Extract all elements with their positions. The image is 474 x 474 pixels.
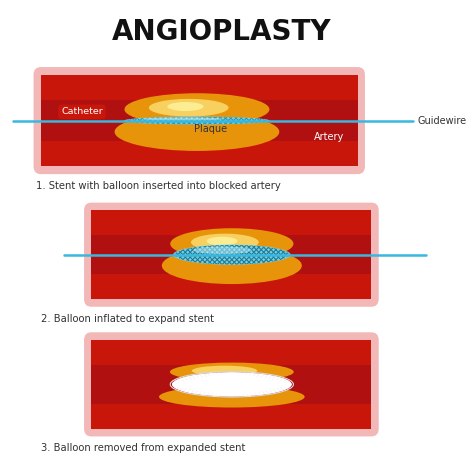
Ellipse shape (192, 365, 257, 376)
Bar (41, 75, 357, 100)
Ellipse shape (142, 118, 222, 120)
Bar (91, 210, 371, 235)
Text: Catheter: Catheter (61, 105, 101, 114)
FancyBboxPatch shape (84, 202, 379, 307)
Ellipse shape (193, 246, 252, 254)
Ellipse shape (159, 386, 305, 408)
Ellipse shape (170, 363, 294, 381)
Text: Plaque: Plaque (194, 124, 228, 134)
Ellipse shape (124, 117, 270, 125)
Bar (41, 141, 357, 166)
Ellipse shape (115, 113, 279, 151)
Ellipse shape (191, 234, 259, 251)
Text: ANGIOPLASTY: ANGIOPLASTY (112, 18, 331, 46)
Bar (91, 274, 371, 299)
Text: Catheter: Catheter (61, 107, 103, 116)
Ellipse shape (125, 93, 269, 126)
Text: Stent: Stent (202, 379, 232, 389)
Bar (91, 365, 371, 404)
Ellipse shape (162, 247, 302, 284)
Ellipse shape (170, 372, 293, 397)
Ellipse shape (170, 228, 293, 259)
Text: 1. Stent with balloon inserted into blocked artery: 1. Stent with balloon inserted into bloc… (36, 181, 281, 191)
Bar (91, 235, 371, 274)
Ellipse shape (167, 102, 203, 111)
Text: Artery: Artery (314, 132, 344, 143)
Ellipse shape (207, 237, 237, 246)
FancyBboxPatch shape (84, 332, 379, 437)
Bar (91, 404, 371, 428)
Text: 2. Balloon inflated to expand stent: 2. Balloon inflated to expand stent (41, 314, 214, 324)
Ellipse shape (173, 245, 291, 265)
Text: Guidewire: Guidewire (417, 116, 466, 126)
FancyBboxPatch shape (34, 67, 365, 174)
Bar (41, 100, 357, 141)
Text: 3. Balloon removed from expanded stent: 3. Balloon removed from expanded stent (41, 443, 245, 453)
Ellipse shape (149, 99, 228, 117)
Bar (91, 340, 371, 365)
